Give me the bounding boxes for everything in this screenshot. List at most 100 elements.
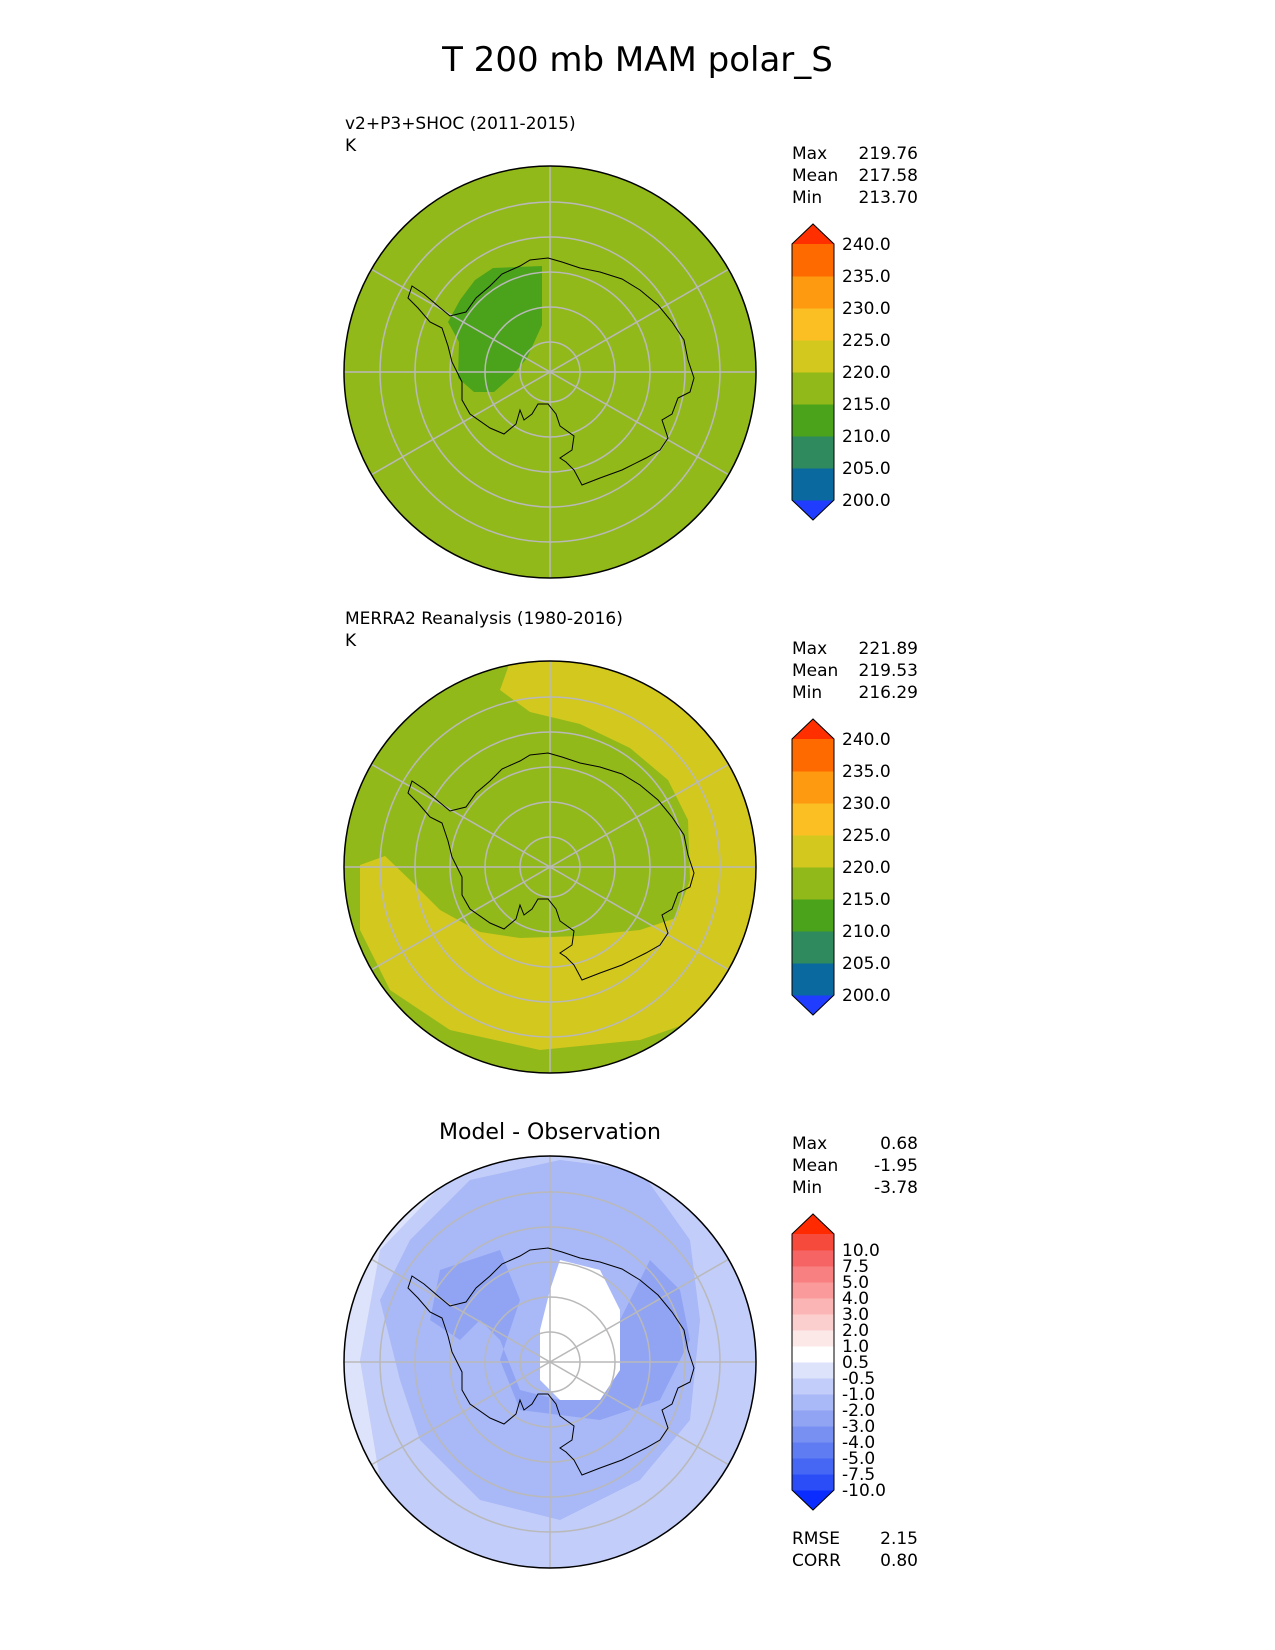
colorbar-bin: [792, 1378, 834, 1395]
stat-min: -3.78: [874, 1178, 918, 1198]
colorbar-tick-label: 220.0: [842, 858, 891, 878]
colorbar-bin: [792, 468, 834, 501]
panel-1-graticule: [344, 166, 756, 578]
stat-label: Max: [792, 144, 828, 164]
colorbar-extend-min: [792, 995, 834, 1015]
panel-2-colorbar: 240.0 235.0 230.0 225.0 220.0 215.0 210.0 205.0…: [791, 718, 891, 1016]
panel-1-title: v2+P3+SHOC (2011-2015): [345, 114, 576, 134]
colorbar-bin: [792, 276, 834, 309]
stat-mean: -1.95: [874, 1156, 918, 1176]
colorbar-extend-min: [792, 1490, 834, 1510]
colorbar-outline: [791, 718, 835, 1016]
stat-mean: 219.53: [858, 661, 918, 681]
panel-3-graticule: [344, 1156, 756, 1568]
colorbar-bin: [792, 404, 834, 437]
colorbar-bin: [792, 1474, 834, 1491]
colorbar-tick-label: 240.0: [842, 730, 891, 750]
colorbar-tick-label: -10.0: [842, 1481, 886, 1501]
colorbar-tick-label: 215.0: [842, 890, 891, 910]
colorbar-tick-label: 0.5: [842, 1353, 869, 1373]
panel-1-cold-region: [448, 266, 542, 392]
stat-corr: 0.80: [880, 1551, 918, 1571]
colorbar-tick-label: 3.0: [842, 1305, 869, 1325]
colorbar-bin: [792, 1330, 834, 1347]
panel-3-extra-stats: RMSE 2.15 CORR 0.80: [792, 1528, 918, 1572]
panel-2-map-border: [343, 660, 757, 1074]
colorbar-bin: [792, 1234, 834, 1251]
colorbar-extend-max: [792, 719, 834, 739]
colorbar-tick-label: 240.0: [842, 235, 891, 255]
colorbar-tick-label: -1.0: [842, 1385, 875, 1405]
panel-2-title: MERRA2 Reanalysis (1980-2016): [345, 609, 623, 629]
panel-1-map-border: [343, 165, 757, 579]
stat-label: Min: [792, 1178, 823, 1198]
panel-3-diff-region-4: [540, 1260, 620, 1400]
colorbar-tick-label: 10.0: [842, 1241, 880, 1261]
colorbar-tick-label: 4.0: [842, 1289, 869, 1309]
panel-3-diff-region-3: [430, 1250, 690, 1420]
colorbar-tick-label: 220.0: [842, 363, 891, 383]
colorbar-tick-label: -3.0: [842, 1417, 875, 1437]
colorbar-bin: [792, 1410, 834, 1427]
colorbar-tick-label: -0.5: [842, 1369, 875, 1389]
colorbar-extend-max: [792, 1214, 834, 1234]
colorbar-outline: [791, 223, 835, 521]
colorbar-bin: [792, 771, 834, 804]
stat-max: 221.89: [858, 639, 918, 659]
colorbar-bin: [792, 835, 834, 868]
panel-3-stats: Max 0.68 Mean -1.95 Min -3.78: [792, 1133, 918, 1199]
colorbar-extend-max: [792, 224, 834, 244]
colorbar-outline: [791, 1213, 835, 1511]
panel-3-coastline: [407, 1247, 695, 1476]
colorbar-bin: [792, 436, 834, 469]
panel-3-title: Model - Observation: [439, 1120, 661, 1145]
colorbar-bin: [792, 1458, 834, 1475]
panel-1-colorbar: 240.0 235.0 230.0 225.0 220.0 215.0 210.0 205.0…: [791, 223, 891, 521]
colorbar-tick-label: 235.0: [842, 762, 891, 782]
colorbar-tick-label: 210.0: [842, 922, 891, 942]
stat-label: Mean: [792, 661, 839, 681]
stat-max: 219.76: [858, 144, 918, 164]
stat-max: 0.68: [880, 1134, 918, 1154]
colorbar-bin: [792, 867, 834, 900]
colorbar-bin: [792, 340, 834, 373]
colorbar-tick-label: 225.0: [842, 331, 891, 351]
colorbar-bin: [792, 1394, 834, 1411]
colorbar-bin: [792, 1298, 834, 1315]
colorbar-tick-label: 235.0: [842, 267, 891, 287]
panel-1-stats: Max 219.76 Mean 217.58 Min 213.70: [792, 143, 918, 209]
panel-2-warm-band: [360, 661, 756, 1050]
panel-3-map-border: [343, 1155, 757, 1569]
colorbar-bin: [792, 739, 834, 772]
colorbar-tick-label: 205.0: [842, 459, 891, 479]
colorbar-tick-label: -2.0: [842, 1401, 875, 1421]
colorbar-tick-label: 230.0: [842, 794, 891, 814]
colorbar-tick-label: -5.0: [842, 1449, 875, 1469]
panel-2-graticule: [344, 661, 756, 1073]
colorbar-bin: [792, 372, 834, 405]
panel-2-stats: Max 221.89 Mean 219.53 Min 216.29: [792, 638, 918, 704]
panel-3-colorbar: 10.07.55.04.03.02.01.00.5-0.5-1.0-2.0-3.…: [791, 1213, 886, 1511]
colorbar-bin: [792, 1442, 834, 1459]
colorbar-tick-label: 2.0: [842, 1321, 869, 1341]
colorbar-extend-min: [792, 500, 834, 520]
stat-min: 213.70: [858, 188, 918, 208]
stat-label: Mean: [792, 1156, 839, 1176]
colorbar-bin: [792, 1426, 834, 1443]
colorbar-bin: [792, 1282, 834, 1299]
colorbar-tick-label: 200.0: [842, 491, 891, 511]
colorbar-bin: [792, 1250, 834, 1267]
colorbar-tick-label: 210.0: [842, 427, 891, 447]
colorbar-tick-label: 7.5: [842, 1257, 869, 1277]
stat-label: Min: [792, 188, 823, 208]
colorbar-bin: [792, 1266, 834, 1283]
stat-label: Mean: [792, 166, 839, 186]
stat-label: Max: [792, 1134, 828, 1154]
colorbar-bin: [792, 1346, 834, 1363]
colorbar-tick-label: 230.0: [842, 299, 891, 319]
panel-2-units: K: [345, 631, 357, 651]
stat-label: Max: [792, 639, 828, 659]
colorbar-bin: [792, 308, 834, 341]
